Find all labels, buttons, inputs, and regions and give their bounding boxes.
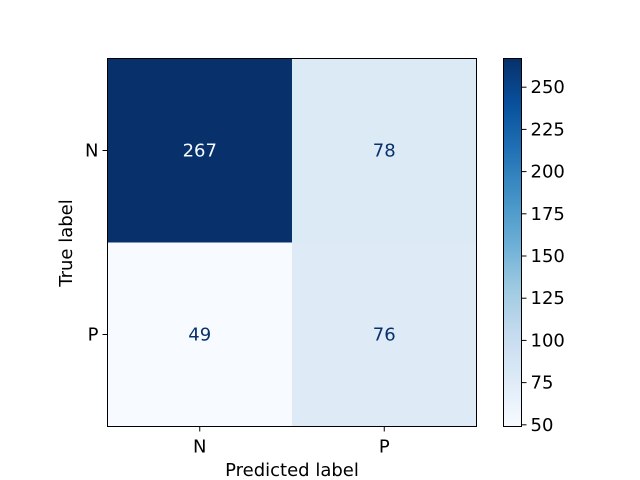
y-axis-label: True label	[56, 199, 77, 288]
colorbar-tick-label: 75	[531, 373, 554, 394]
colorbar-ticks: 50 75 100 125 150 175 200 225 250	[521, 77, 565, 436]
cell-value-label: 267	[183, 141, 217, 162]
x-tick-label: N	[193, 437, 206, 458]
y-tick-label: N	[85, 141, 98, 162]
colorbar-tick-label: 200	[531, 162, 565, 183]
colorbar-tick-label: 175	[531, 204, 565, 225]
cell-value-label: 49	[188, 325, 211, 346]
heatmap-cell	[107, 58, 292, 243]
heatmap-cell	[292, 58, 477, 243]
colorbar-tick-label: 225	[531, 119, 565, 140]
cell-value-labels: 267 78 49 76	[183, 141, 396, 346]
y-tick-label: P	[88, 325, 99, 346]
colorbar-tick-label: 100	[531, 330, 565, 351]
x-axis-label: Predicted label	[225, 460, 359, 480]
heatmap-cells	[107, 58, 477, 427]
cell-value-label: 78	[373, 141, 396, 162]
heatmap-cell	[107, 242, 292, 427]
x-tick-label: P	[379, 437, 390, 458]
colorbar-tick-label: 250	[531, 77, 565, 98]
colorbar-tick-label: 125	[531, 288, 565, 309]
colorbar-tick-label: 50	[531, 415, 554, 436]
plot-frame	[107, 58, 477, 427]
y-axis-ticks: NP	[85, 141, 108, 346]
colorbar	[503, 58, 522, 427]
colorbar-tick-label: 150	[531, 246, 565, 267]
cell-value-label: 76	[373, 325, 396, 346]
heatmap-cell	[292, 242, 477, 427]
